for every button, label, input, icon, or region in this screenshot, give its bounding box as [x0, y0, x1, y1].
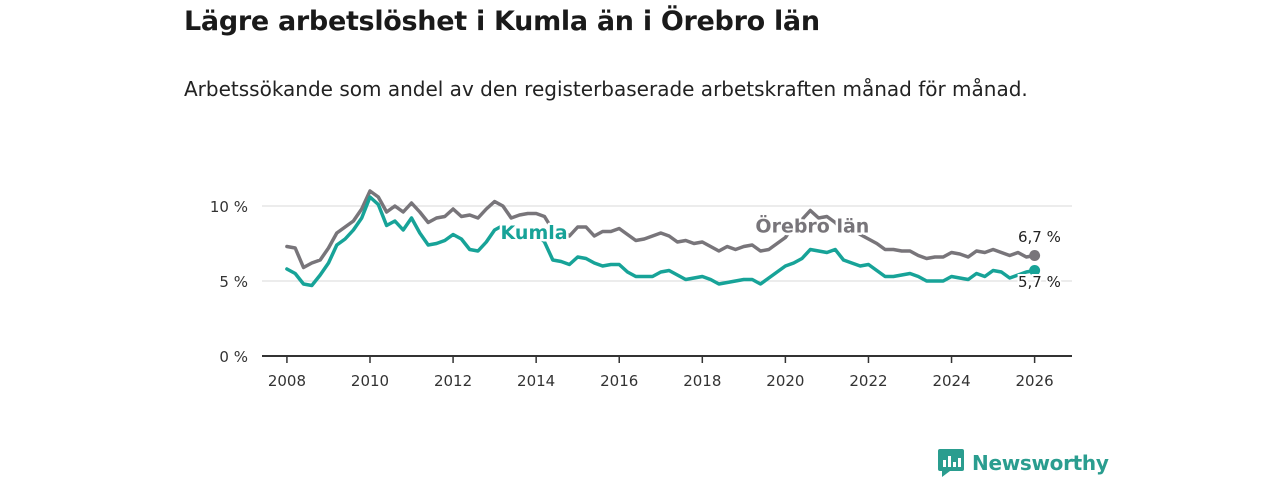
x-tick-label: 2014 [517, 372, 555, 390]
y-tick-label: 5 % [219, 273, 248, 291]
chart-title: Lägre arbetslöshet i Kumla än i Örebro l… [184, 6, 820, 37]
x-tick-label: 2020 [766, 372, 804, 390]
x-tick-label: 2026 [1016, 372, 1054, 390]
end-label-kumla: 5,7 % [1018, 273, 1061, 291]
x-tick-label: 2008 [268, 372, 306, 390]
x-tick-label: 2024 [932, 372, 970, 390]
x-tick-label: 2010 [351, 372, 389, 390]
y-tick-label: 0 % [219, 348, 248, 366]
series-label-orebro: Örebro län [755, 213, 869, 237]
y-tick-label: 10 % [210, 198, 248, 216]
series-label-kumla: Kumla [501, 222, 568, 244]
newsworthy-icon [938, 449, 964, 477]
brand-name: Newsworthy [972, 451, 1109, 475]
end-label-orebro: 6,7 % [1018, 228, 1061, 246]
series-line-kumla [285, 195, 1037, 288]
end-point-kumla [1029, 265, 1041, 276]
x-tick-label: 2016 [600, 372, 638, 390]
chart-subtitle: Arbetssökande som andel av den registerb… [184, 77, 1028, 101]
x-tick-label: 2022 [849, 372, 887, 390]
series-line-orebro [285, 189, 1037, 270]
end-point-orebro [1029, 250, 1041, 261]
x-tick-label: 2012 [434, 372, 472, 390]
x-tick-label: 2018 [683, 372, 721, 390]
newsworthy-logo: Newsworthy [938, 449, 1109, 477]
